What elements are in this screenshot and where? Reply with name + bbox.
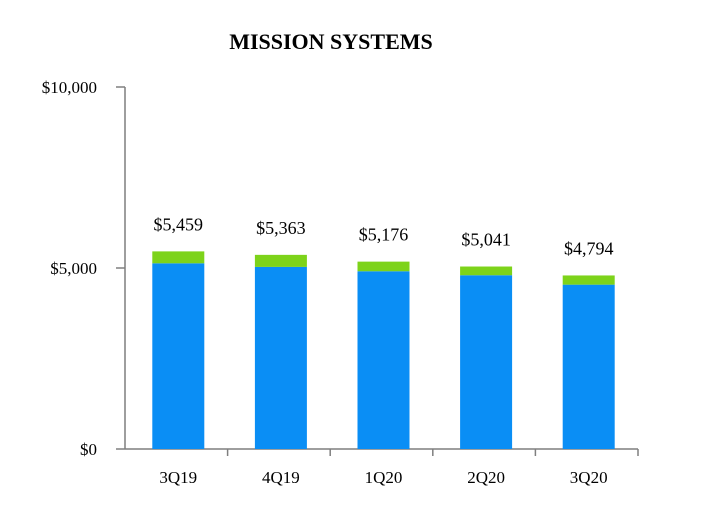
y-tick-label: $10,000 [42,78,97,97]
bar-segment-base [152,263,205,449]
bar-segment-base [357,271,410,449]
x-tick-label: 4Q19 [262,468,300,487]
data-labels: $5,459 $5,363 $5,176 $5,041 $4,794 [154,214,614,258]
bar-segment-top [254,254,307,267]
chart-title: MISSION SYSTEMS [229,29,433,54]
x-tick-label: 3Q20 [570,468,608,487]
bar-segment-top [562,275,615,285]
bars [152,251,615,449]
bar-segment-base [460,275,513,449]
y-tick-label: $5,000 [50,259,97,278]
x-tick-label: 1Q20 [365,468,403,487]
bar-total-label: $5,363 [256,218,306,238]
y-axis-ticks: $0 $5,000 $10,000 [42,78,125,459]
bar-segment-base [562,284,615,449]
x-tick-label: 3Q19 [159,468,197,487]
bar-total-label: $5,041 [461,230,511,250]
y-tick-label: $0 [80,440,97,459]
bar-segment-top [460,266,513,276]
bar-total-label: $4,794 [564,238,614,258]
bar-total-label: $5,176 [359,225,409,245]
bar-segment-base [254,266,307,449]
bar-total-label: $5,459 [154,214,204,234]
bar-segment-top [152,251,205,264]
x-tick-label: 2Q20 [467,468,505,487]
x-axis-labels: 3Q19 4Q19 1Q20 2Q20 3Q20 [159,449,639,487]
bar-segment-top [357,261,410,272]
